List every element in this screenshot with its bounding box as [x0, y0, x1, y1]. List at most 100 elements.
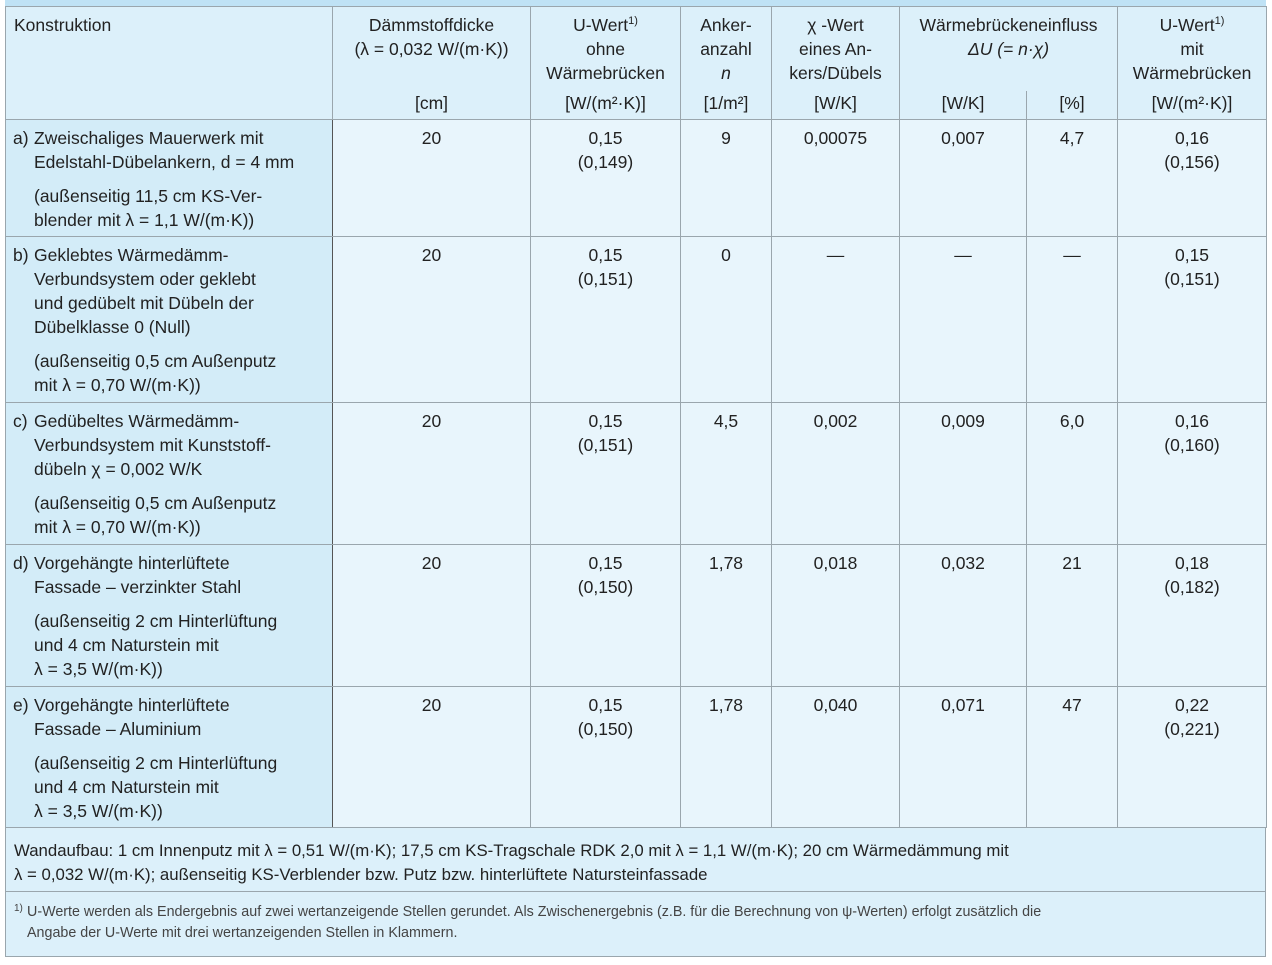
value-du: 0,071: [941, 695, 985, 715]
value-cell: 0: [680, 236, 772, 403]
construction-cell: b) Geklebtes Wärmedämm- Verbundsystem oder…: [5, 236, 333, 403]
header-text: eines An-: [799, 39, 872, 59]
value-cell: 1,78: [680, 544, 772, 687]
construction: a) Zweischaliges Mauerwerk mit Edelstahl-D…: [13, 126, 328, 232]
value-thickness: 20: [421, 411, 442, 431]
value-u-exact: (0,149): [577, 152, 634, 172]
construction-line: Vorgehängte hinterlüftete: [34, 553, 230, 573]
construction-note-line: und 4 cm Naturstein mit: [34, 635, 219, 655]
value-u-wb-exact: (0,182): [1164, 577, 1220, 597]
value-u-wb: 0,18: [1174, 553, 1210, 573]
construction-note-line: (außenseitig 2 cm Hinterlüftung: [34, 753, 278, 773]
footnote-mark: 1): [628, 15, 638, 27]
value-cell: 0,040: [771, 686, 900, 828]
construction-line: und gedübelt mit Dübeln der: [34, 293, 254, 313]
table-row: b) Geklebtes Wärmedämm- Verbundsystem oder…: [5, 236, 1268, 403]
row-label: c): [13, 411, 28, 431]
header-text: n: [721, 63, 731, 83]
wall-note-line: λ = 0,032 W/(m·K); außenseitig KS-Verble…: [14, 865, 708, 884]
construction-note-line: (außenseitig 2 cm Hinterlüftung: [34, 611, 278, 631]
header-text: Anker-: [700, 15, 752, 35]
value-cell: —: [1025, 236, 1119, 403]
construction-line: Verbundsystem oder geklebt: [34, 269, 256, 289]
footnote-mark: 1): [14, 903, 23, 914]
value-du: 0,007: [941, 128, 985, 148]
value-u-wb-exact: (0,160): [1164, 435, 1220, 455]
construction-note-line: mit λ = 0,70 W/(m·K)): [34, 517, 201, 537]
value-cell: —: [771, 236, 900, 403]
row-label: b): [13, 245, 29, 265]
construction-cell: d) Vorgehängte hinterlüftete Fassade – ver…: [5, 544, 333, 687]
value-chi: —: [826, 245, 845, 265]
construction: c) Gedübeltes Wärmedämm- Verbundsystem mit…: [13, 409, 328, 539]
construction-note: (außenseitig 11,5 cm KS-Ver-blender mit …: [34, 184, 294, 232]
value-cell: 47: [1025, 686, 1119, 828]
value-n: 4,5: [713, 411, 739, 431]
footnote-mark: 1): [1214, 15, 1225, 27]
wall-note: Wandaufbau: 1 cm Innenputz mit λ = 0,51 …: [5, 828, 1266, 892]
construction-note-line: und 4 cm Naturstein mit: [34, 777, 219, 797]
value-chi: 0,00075: [803, 128, 868, 148]
construction: e) Vorgehängte hinterlüftete Fassade – Alu…: [13, 693, 328, 823]
value-n: 9: [721, 128, 731, 148]
header-row: Konstruktion Dämmstoffdicke (λ = 0,032 W/…: [5, 6, 1268, 120]
construction-line: Dübelklasse 0 (Null): [34, 317, 191, 337]
value-u: 0,15: [588, 245, 623, 265]
construction-note-line: λ = 3,5 W/(m·K)): [34, 801, 163, 821]
unit-row: [cm] [W/(m²·K)] [1/m²] [W/K] [W/K] [%] […: [6, 91, 1268, 120]
header-cell: Anker-anzahl n: [680, 6, 772, 91]
value-u-exact: (0,151): [577, 269, 634, 289]
construction-line: Edelstahl-Dübelankern, d = 4 mm: [34, 152, 295, 172]
data-table: Konstruktion Dämmstoffdicke (λ = 0,032 W/…: [5, 6, 1268, 828]
unit-cell: [W/K]: [771, 91, 900, 120]
header-text: Konstruktion: [14, 15, 112, 35]
construction-text: Zweischaliges Mauerwerk mit Edelstahl-Düb…: [34, 126, 294, 232]
value-cell: 0,15 (0,149): [530, 119, 681, 237]
construction-line: Fassade – Aluminium: [34, 719, 202, 739]
construction-text: Vorgehängte hinterlüftete Fassade – Alumi…: [34, 693, 277, 823]
footnote-line: Angabe der U-Werte mit drei wertanzeigen…: [27, 925, 458, 941]
construction: d) Vorgehängte hinterlüftete Fassade – ver…: [13, 551, 328, 681]
construction-line: Verbundsystem mit Kunststoff-: [34, 435, 272, 455]
value-du-pct: 4,7: [1059, 128, 1085, 148]
value-thickness: 20: [421, 695, 442, 715]
value-u: 0,15: [588, 553, 623, 573]
value-u-wb-exact: (0,156): [1164, 152, 1220, 172]
table-row: c) Gedübeltes Wärmedämm- Verbundsystem mit…: [5, 402, 1268, 545]
value-cell: 21: [1025, 544, 1119, 687]
header-text: ΔU (= n·χ): [967, 39, 1050, 59]
table-row: e) Vorgehängte hinterlüftete Fassade – Alu…: [5, 686, 1268, 828]
value-du-pct: 47: [1062, 695, 1082, 715]
header-cell: Dämmstoffdicke (λ = 0,032 W/(m·K)): [332, 6, 531, 91]
value-cell: 0,007: [899, 119, 1027, 237]
value-thickness: 20: [421, 245, 442, 265]
value-cell: 0,15 (0,151): [1117, 236, 1268, 403]
unit-cell: [W/(m²·K)]: [1117, 91, 1268, 120]
construction-text: Gedübeltes Wärmedämm- Verbundsystem mit K…: [34, 409, 276, 539]
value-cell: 0,018: [771, 544, 900, 687]
value-cell: 20: [332, 119, 531, 237]
value-du-pct: 6,0: [1059, 411, 1085, 431]
construction-note: (außenseitig 0,5 cm Außenputz mit λ = 0,…: [34, 491, 276, 539]
footnote-line: U-Werte werden als Endergebnis auf zwei …: [27, 904, 1042, 920]
construction-cell: c) Gedübeltes Wärmedämm- Verbundsystem mit…: [5, 402, 333, 545]
value-n: 1,78: [708, 695, 744, 715]
value-n: 1,78: [708, 553, 744, 573]
value-cell: 4,5: [680, 402, 772, 545]
construction-text: Geklebtes Wärmedämm- Verbundsystem oder g…: [34, 243, 276, 397]
value-cell: 0,00075: [771, 119, 900, 237]
construction-line: Gedübeltes Wärmedämm-: [34, 411, 240, 431]
value-cell: 0,22 (0,221): [1117, 686, 1268, 828]
header-text: kers/Dübels: [789, 63, 882, 83]
value-cell: 0,16 (0,156): [1117, 119, 1268, 237]
header-text: Wärmebrücken: [1132, 63, 1252, 83]
value-cell: 0,009: [899, 402, 1027, 545]
value-u-wb-exact: (0,221): [1164, 719, 1220, 739]
value-du-pct: 21: [1062, 553, 1082, 573]
header-cell: U-Wert1) ohne Wärmebrücken: [530, 6, 681, 91]
unit-cell: [cm]: [332, 91, 531, 120]
header-cell: χ -Wert eines An-kers/Dübels: [771, 6, 900, 91]
construction-cell: e) Vorgehängte hinterlüftete Fassade – Alu…: [5, 686, 333, 828]
